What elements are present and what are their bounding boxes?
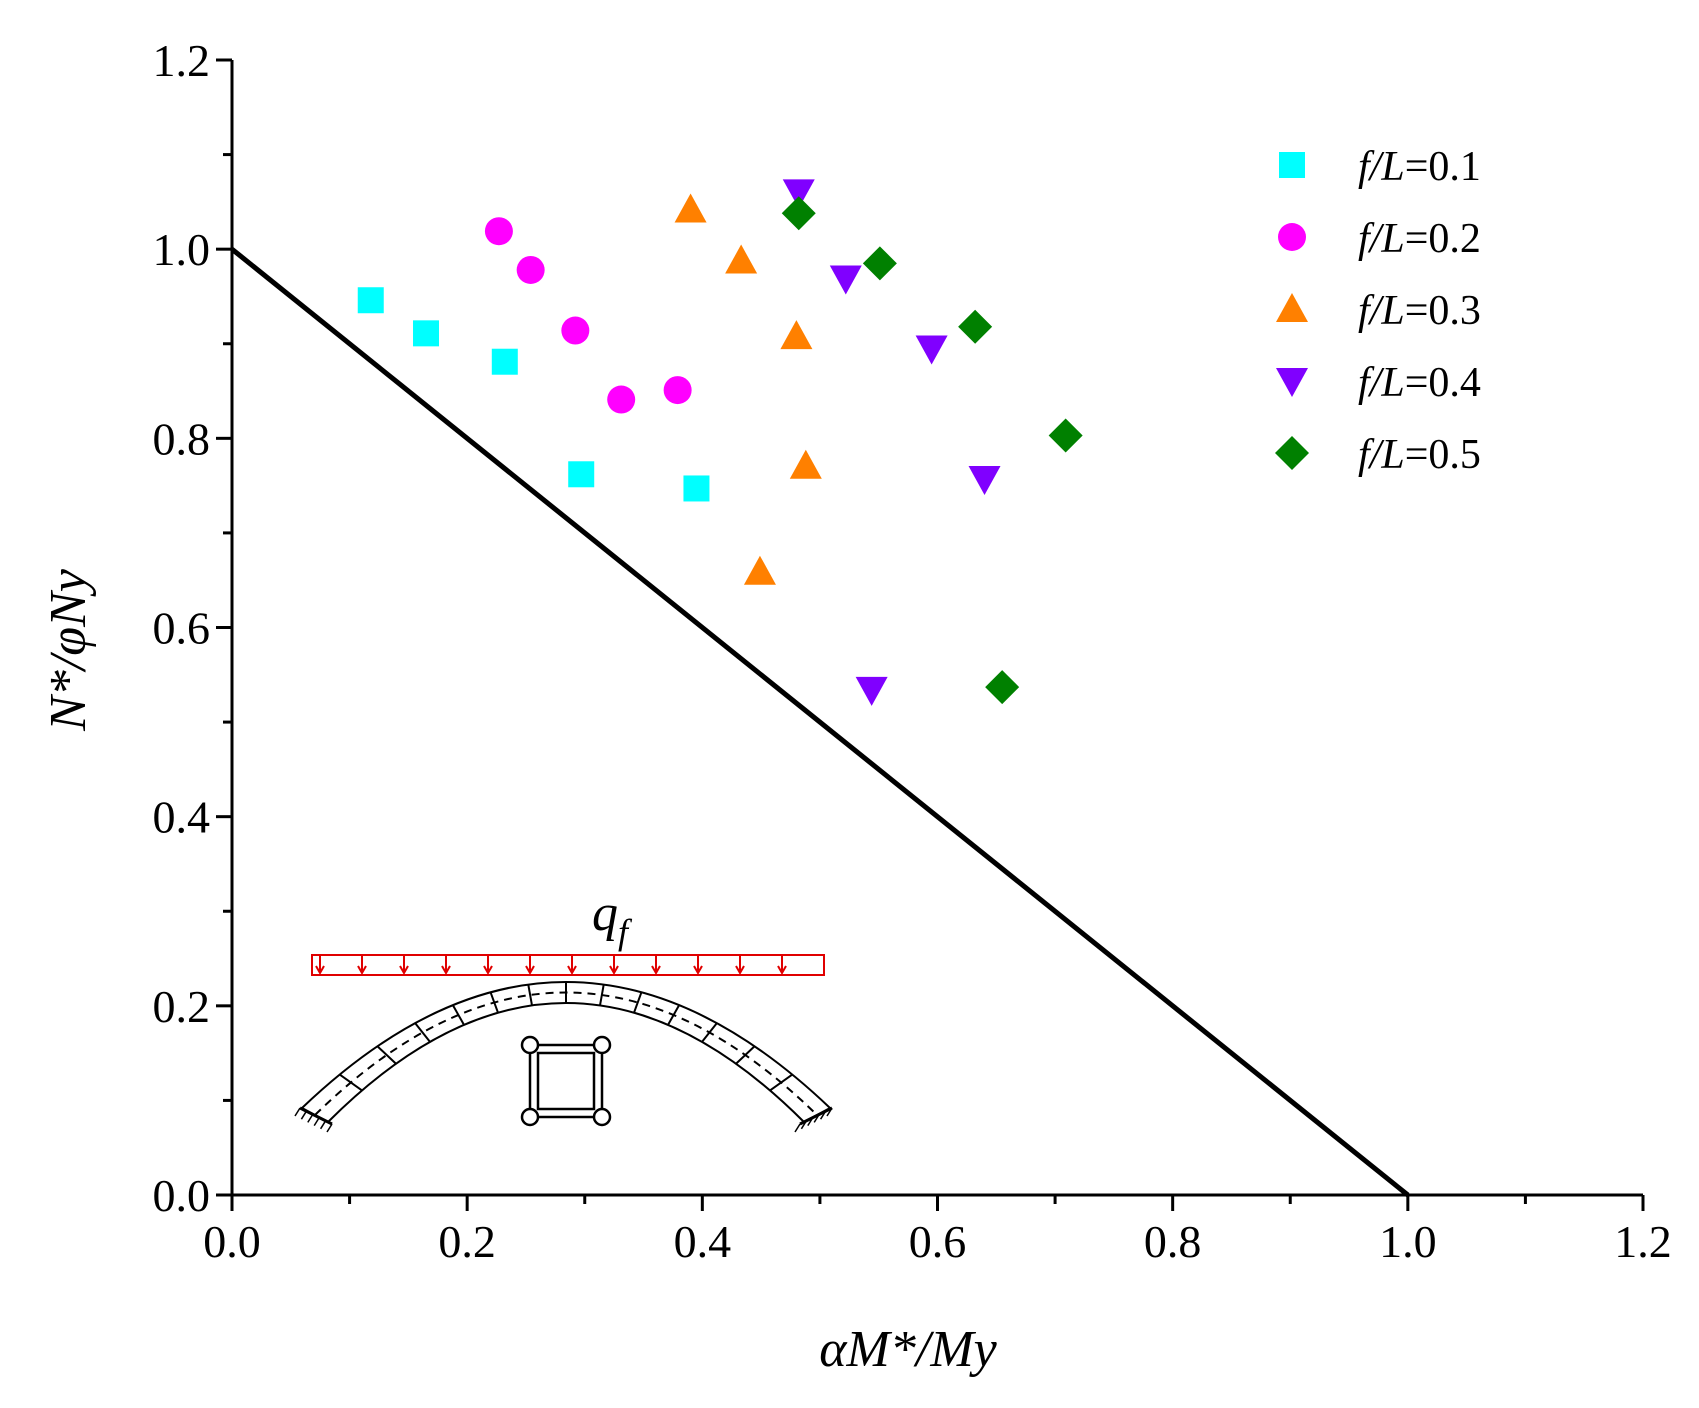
interaction-limit-line [230,247,1410,1197]
legend-marker-square [1279,152,1305,178]
legend: f/L=0.1f/L=0.2f/L=0.3f/L=0.4f/L=0.5 [1275,144,1481,478]
data-point-triangle-down [915,335,948,365]
y-tick-label: 1.2 [153,35,211,86]
x-tick-label: 0.4 [674,1216,732,1267]
data-point-triangle-up [725,244,758,274]
load-label: qf [592,885,633,952]
legend-label-value: =0.2 [1405,216,1481,262]
x-tick-label: 1.0 [1379,1216,1437,1267]
legend-marker-triangle-up [1276,293,1308,322]
data-point-triangle-down [968,466,1001,496]
legend-label: f/L=0.3 [1358,288,1481,334]
data-point-circle [516,255,545,284]
data-point-diamond [862,246,897,281]
y-tick-label: 0.0 [153,1170,211,1221]
legend-label: f/L=0.4 [1358,360,1481,406]
data-point-diamond [1048,418,1083,453]
data-point-circle [663,376,692,405]
x-tick-label: 0.6 [909,1216,967,1267]
legend-label-prefix: f/L [1358,216,1405,262]
distributed-load [311,954,825,976]
y-tick-label: 1.0 [153,224,211,275]
x-tick-label: 0.0 [203,1216,261,1267]
data-point-triangle-down [829,265,862,295]
arch-outline [294,981,833,1133]
legend-label-prefix: f/L [1358,360,1405,406]
data-point-circle [561,316,590,345]
legend-label-value: =0.4 [1405,360,1481,406]
data-point-triangle-up [743,555,776,585]
data-markers [357,179,1083,706]
legend-label: f/L=0.5 [1358,432,1481,478]
legend-marker-triangle-down [1276,368,1308,397]
legend-label: f/L=0.2 [1358,216,1481,262]
arch-inset-diagram: qf [294,885,833,1133]
y-axis-title: N*/φNy [40,568,97,732]
legend-label: f/L=0.1 [1358,144,1481,190]
legend-label-prefix: f/L [1358,144,1405,190]
y-tick-label: 0.4 [153,792,211,843]
legend-marker-diamond [1275,436,1309,470]
data-point-diamond [985,670,1020,705]
data-point-diamond [781,196,816,231]
data-point-square [683,475,710,502]
data-point-square [568,461,595,488]
data-point-square [357,287,384,314]
legend-label-prefix: f/L [1358,288,1405,334]
data-point-triangle-up [789,449,822,479]
data-point-triangle-down [782,179,815,209]
data-point-square [491,348,518,375]
x-tick-label: 0.2 [438,1216,496,1267]
data-point-triangle-up [780,320,813,350]
x-axis-title: αM*/My [819,1321,997,1378]
data-point-triangle-down [855,676,888,706]
legend-label-value: =0.1 [1405,144,1481,190]
legend-marker-circle [1278,223,1306,251]
cross-section-icon [520,1035,612,1127]
data-point-diamond [958,309,993,344]
ticks [216,58,1645,1211]
y-tick-label: 0.2 [153,981,211,1032]
data-point-circle [607,385,636,414]
tick-labels: 0.0 0.2 0.4 0.6 0.8 1.0 1.2 0.0 0.2 0.4 0.6 0.8 1.0 1… [153,35,1672,1267]
x-tick-label: 1.2 [1614,1216,1672,1267]
x-tick-label: 0.8 [1144,1216,1202,1267]
y-tick-label: 0.6 [153,603,211,654]
legend-label-prefix: f/L [1358,432,1405,478]
data-point-square [413,320,440,347]
legend-label-value: =0.5 [1405,432,1481,478]
legend-label-value: =0.3 [1405,288,1481,334]
y-tick-label: 0.8 [153,413,211,464]
data-point-circle [484,217,513,246]
data-point-triangle-up [674,193,707,223]
